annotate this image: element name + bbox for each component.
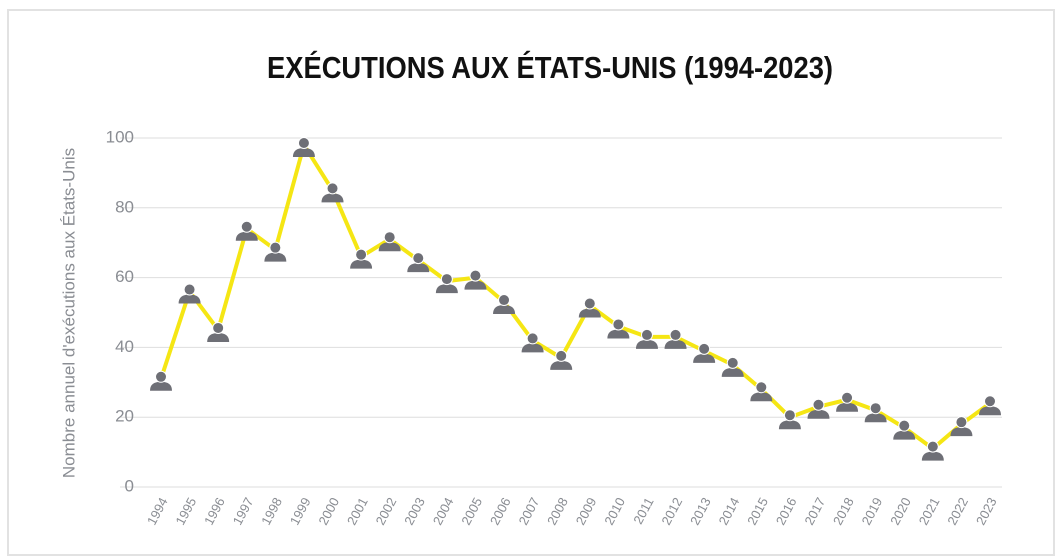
- person-marker-body: [464, 280, 487, 290]
- person-marker-body: [635, 339, 658, 349]
- person-marker-head: [240, 220, 253, 233]
- data-line: [159, 142, 992, 451]
- person-marker-body: [178, 294, 201, 304]
- person-marker-head: [698, 342, 711, 355]
- person-marker-head: [526, 332, 539, 345]
- person-marker-head: [269, 241, 282, 254]
- person-marker-head: [297, 136, 310, 149]
- person-marker-body: [321, 193, 344, 203]
- person-marker-body: [893, 430, 916, 440]
- person-marker-head: [783, 409, 796, 422]
- person-marker-body: [664, 339, 687, 349]
- person-marker-body: [264, 252, 287, 262]
- person-marker-body: [292, 147, 315, 157]
- person-marker-body: [836, 402, 859, 412]
- person-marker-body: [521, 343, 544, 353]
- person-marker-head: [155, 370, 167, 383]
- person-marker-head: [555, 349, 568, 362]
- person-marker-head: [212, 321, 225, 334]
- person-marker-body: [750, 392, 773, 402]
- person-marker-body: [607, 329, 630, 339]
- person-marker-body: [493, 305, 516, 315]
- person-marker-body: [378, 242, 401, 252]
- person-marker-head: [841, 391, 854, 404]
- person-marker-head: [498, 294, 511, 307]
- person-marker-body: [350, 259, 373, 269]
- person-marker-body: [864, 413, 887, 423]
- y-tick-label: 20: [115, 407, 134, 426]
- person-marker-head: [984, 395, 996, 408]
- person-marker-head: [812, 398, 825, 411]
- y-tick-label: 40: [115, 337, 134, 356]
- person-marker-body: [807, 409, 830, 419]
- person-marker-head: [612, 318, 625, 331]
- person-marker-head: [869, 402, 882, 415]
- person-marker-body: [693, 353, 716, 363]
- person-marker-body: [578, 308, 601, 318]
- y-tick-label: 80: [115, 197, 134, 216]
- person-marker-head: [955, 416, 968, 429]
- person-marker-head: [898, 419, 911, 432]
- person-marker-body: [550, 360, 573, 370]
- person-marker-head: [755, 381, 768, 394]
- person-marker-head: [726, 356, 739, 369]
- person-marker-body: [150, 381, 172, 391]
- person-marker-body: [207, 332, 230, 342]
- person-marker-body: [921, 451, 944, 461]
- person-marker-head: [383, 231, 396, 244]
- person-marker-head: [926, 440, 939, 453]
- person-marker-body: [721, 367, 744, 377]
- person-marker-head: [469, 269, 482, 282]
- person-marker-head: [355, 248, 368, 261]
- person-marker-body: [979, 406, 1001, 416]
- person-marker-body: [950, 427, 973, 437]
- y-tick-label: 60: [115, 267, 134, 286]
- person-marker-head: [412, 252, 425, 265]
- person-marker-head: [326, 182, 339, 195]
- person-marker-body: [778, 420, 801, 430]
- person-marker-body: [235, 231, 258, 241]
- person-marker-head: [440, 273, 453, 286]
- person-marker-head: [669, 328, 682, 341]
- person-marker-head: [183, 283, 196, 296]
- y-tick-label: 100: [106, 127, 134, 146]
- person-marker-head: [583, 297, 596, 310]
- frame: [7, 9, 1055, 556]
- person-marker-body: [435, 284, 458, 294]
- person-marker-head: [640, 328, 653, 341]
- person-marker-body: [407, 263, 430, 273]
- chart-title: EXÉCUTIONS AUX ÉTATS-UNIS (1994-2023): [267, 50, 833, 85]
- y-axis-label: Nombre annuel d'exécutions aux États-Uni…: [59, 148, 78, 478]
- y-tick-label: 0: [125, 476, 134, 495]
